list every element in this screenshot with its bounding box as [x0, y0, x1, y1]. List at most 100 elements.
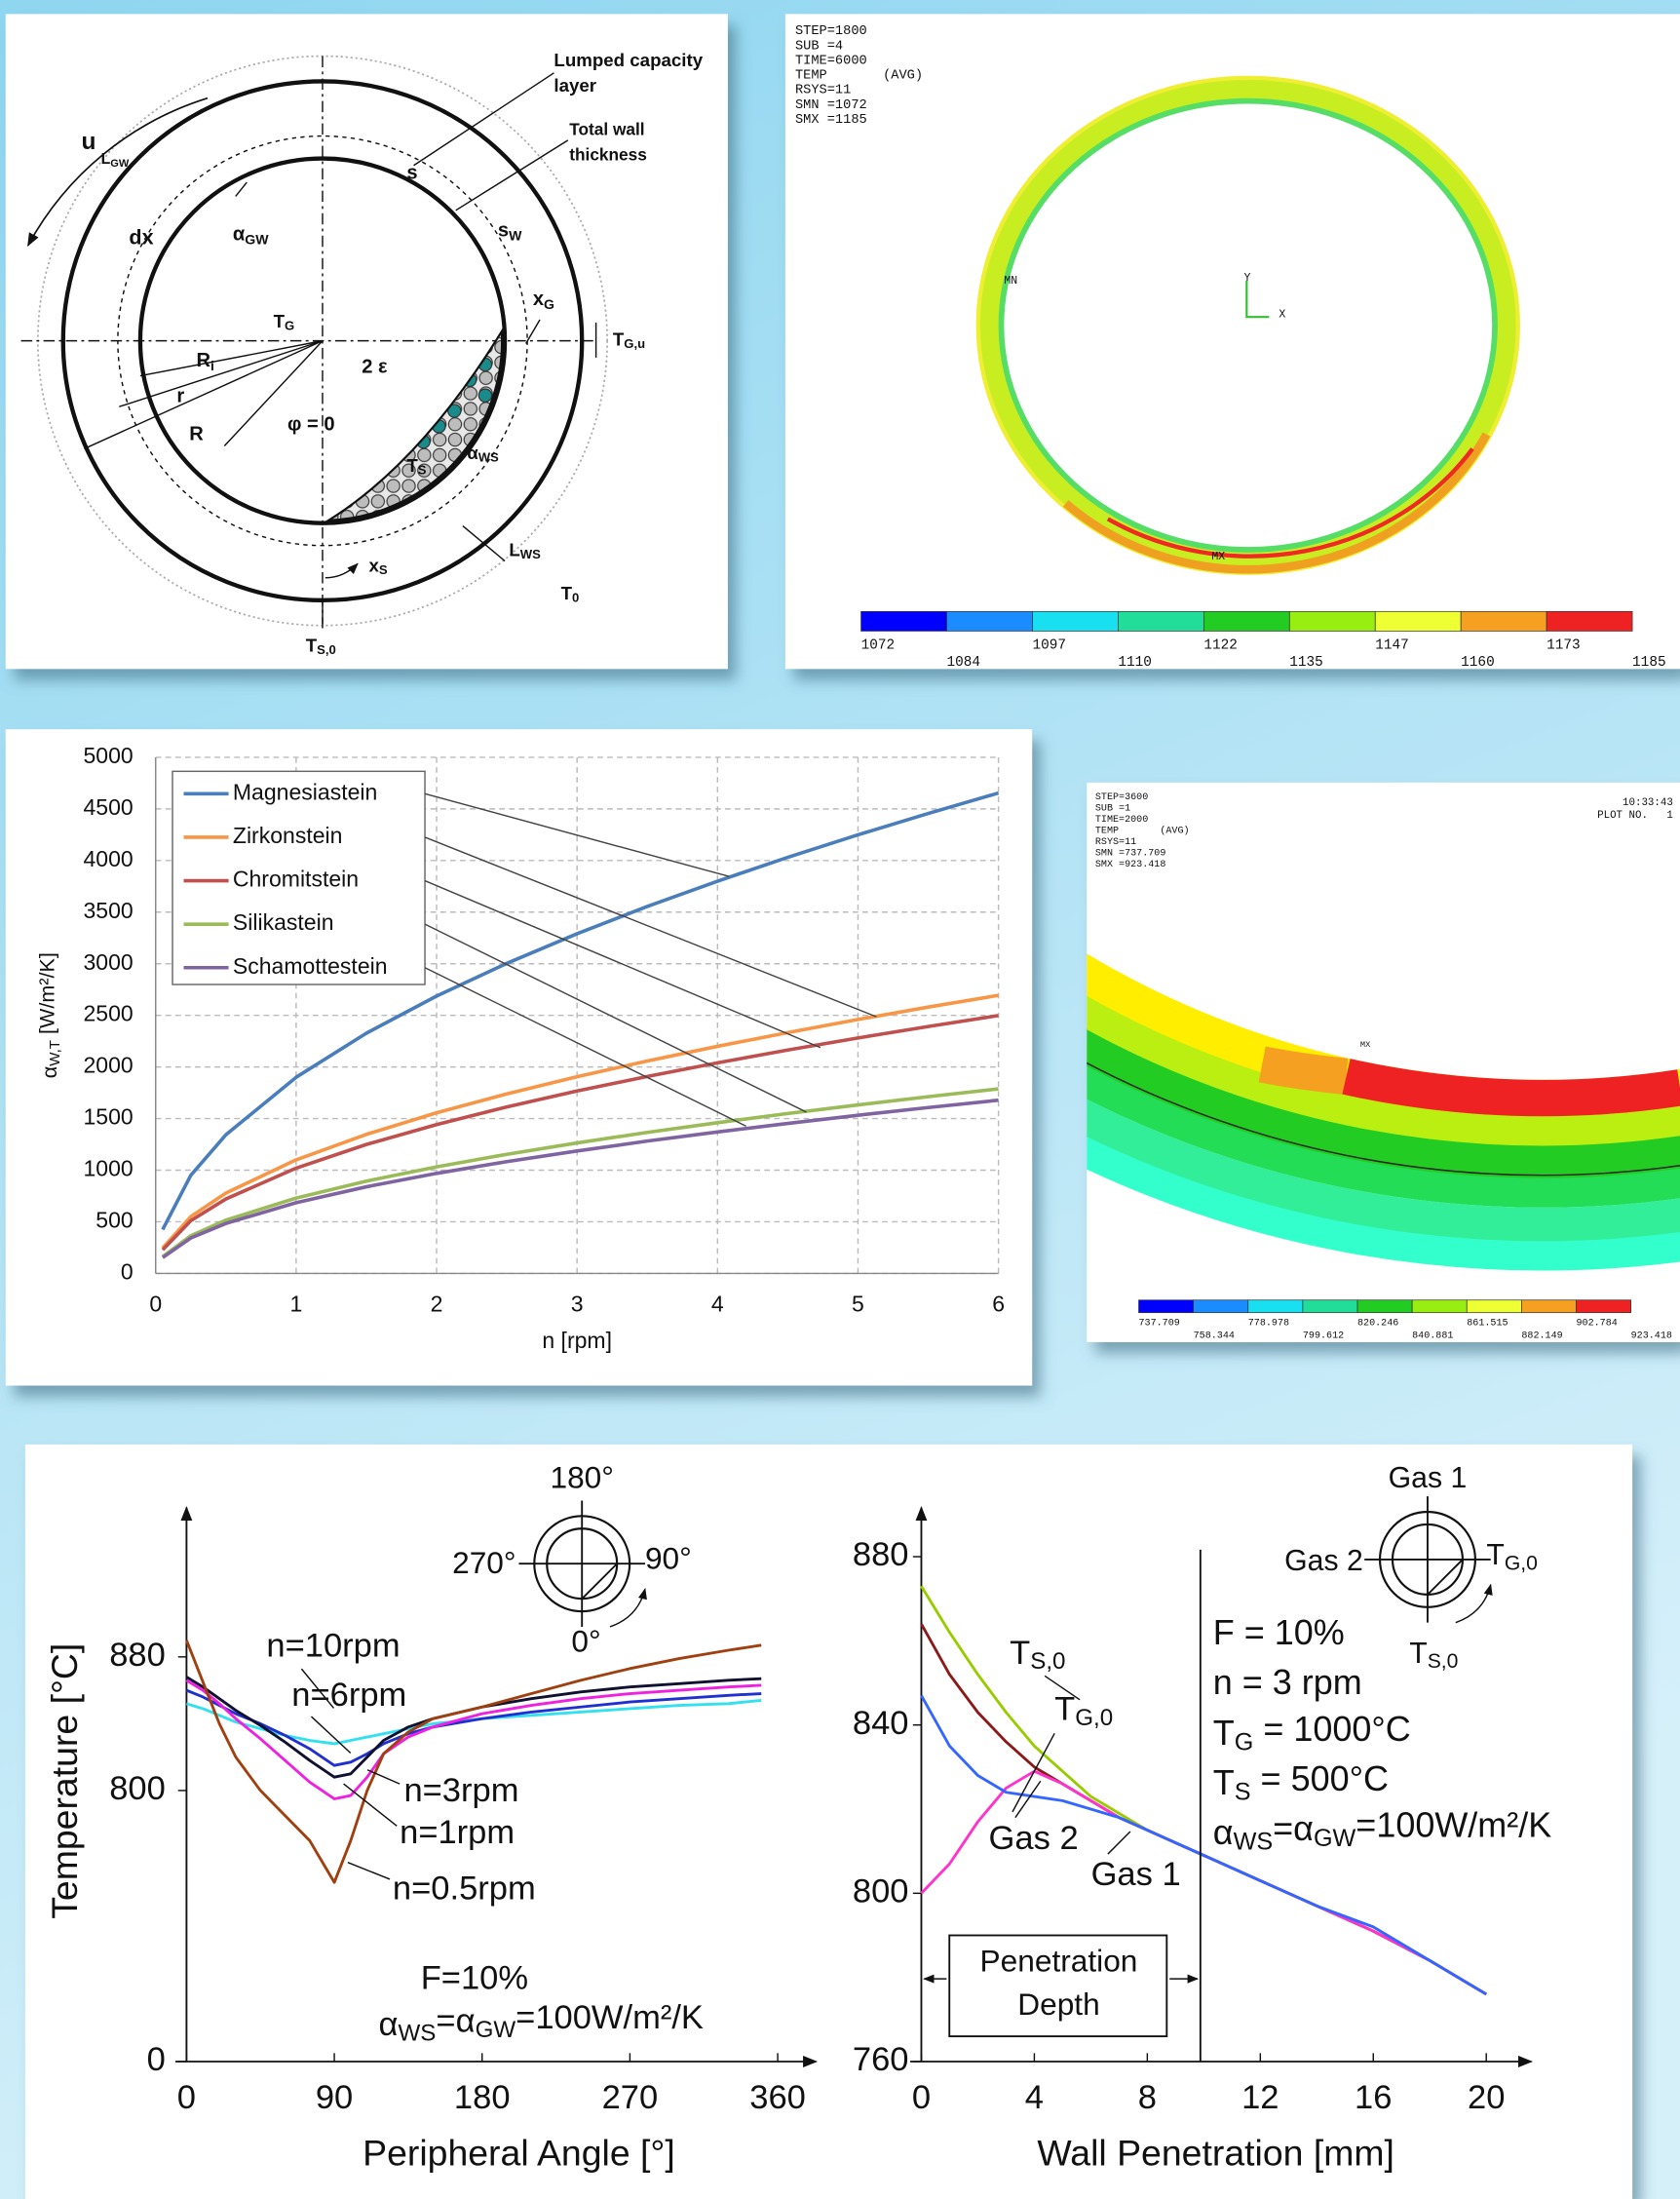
diagram-label: Lumped capacity — [554, 50, 703, 70]
y-tick-label: 5000 — [84, 743, 134, 768]
x-tick-label: 6 — [992, 1292, 1005, 1317]
inset-label: Gas 2 — [1284, 1545, 1363, 1577]
fem-arc — [1087, 953, 1680, 1271]
x-tick-label: 4 — [1025, 2079, 1044, 2116]
legend-label: Silikastein — [233, 909, 334, 935]
text-part: α — [1213, 1811, 1234, 1851]
text-part: GW — [110, 158, 130, 170]
text-part: G,0 — [1075, 1705, 1113, 1731]
text-part: T — [1054, 1690, 1075, 1727]
text-part: G — [285, 319, 294, 333]
colorbar-segment — [1118, 610, 1204, 632]
text-part: =α — [1273, 1808, 1314, 1848]
y-tick-label: 2000 — [84, 1053, 134, 1078]
leader-line — [300, 1668, 335, 1709]
text-part: =α — [436, 2003, 475, 2040]
fem-ring — [975, 75, 1520, 575]
colorbar-label: 923.418 — [1631, 1331, 1672, 1341]
colorbar-segment — [860, 610, 947, 632]
text-part: G — [544, 296, 554, 312]
y-tick-label: 2500 — [84, 1001, 134, 1026]
text-part: S — [379, 562, 388, 577]
text-part: T — [613, 329, 625, 350]
x-tick-label: 270 — [602, 2079, 659, 2116]
series-label: n=1rpm — [400, 1814, 515, 1851]
text-part: T — [1213, 1761, 1235, 1801]
series-line — [161, 1098, 999, 1259]
series-label: n=0.5rpm — [393, 1871, 536, 1908]
x-tick-label: 12 — [1241, 2079, 1279, 2116]
colorbar-label: 737.709 — [1139, 1318, 1180, 1329]
text-part: = 500°C — [1251, 1758, 1389, 1798]
text-part: α — [467, 443, 478, 463]
colorbar-label: 799.612 — [1303, 1331, 1344, 1341]
text-part: S,0 — [317, 642, 336, 657]
fem-header: TIME=2000 — [1095, 815, 1148, 826]
penetration-label: Depth — [1017, 1987, 1099, 2022]
x-tick-label: 90 — [316, 2079, 353, 2116]
diagram-label: Ri — [196, 351, 213, 373]
text-part: 0 — [572, 591, 579, 605]
inset-label: 270° — [452, 1545, 515, 1580]
x-tick-label: 0 — [149, 1292, 162, 1317]
text-part: G — [1235, 1728, 1254, 1755]
leader-line — [424, 792, 730, 877]
text-part: WS — [1234, 1828, 1274, 1855]
series-label: n=6rpm — [291, 1677, 406, 1714]
colorbar-label: 778.978 — [1248, 1318, 1289, 1329]
colorbar-segment — [1193, 1299, 1249, 1314]
x-tick-label: 20 — [1468, 2079, 1505, 2116]
diagram-label: LWS — [509, 539, 541, 561]
text-part: WS — [399, 2021, 437, 2047]
text-part: T — [1486, 1539, 1504, 1571]
fem-header: SMN =737.709 — [1095, 848, 1165, 859]
leader-line — [424, 923, 807, 1113]
colorbar-segment — [1466, 1299, 1522, 1314]
penetration-box — [948, 1934, 1168, 2038]
y-tick-label: 760 — [853, 2041, 909, 2078]
text-part: L — [509, 539, 519, 559]
text-part: S — [1235, 1778, 1251, 1805]
leaders — [84, 72, 597, 629]
colorbar-segment — [1247, 1299, 1304, 1314]
x-tick-label: 0 — [177, 2079, 196, 2116]
colorbar-segment — [1546, 610, 1633, 632]
leader-line — [1044, 1675, 1081, 1701]
y-tick-label: 800 — [109, 1770, 166, 1807]
y-tick-label: 880 — [109, 1637, 166, 1674]
colorbar-label: 1135 — [1289, 655, 1323, 671]
series-label: TG,0 — [1054, 1690, 1113, 1731]
series-label: n=3rpm — [403, 1772, 518, 1809]
annotation: αWS=αGW=100W/m²/K — [379, 1999, 704, 2047]
annotation: αWS=αGW=100W/m²/K — [1213, 1804, 1551, 1856]
fem-axis-label: X — [1279, 308, 1285, 321]
series-line — [185, 1678, 762, 1800]
leader-line — [424, 836, 877, 1018]
leader-line — [424, 879, 821, 1049]
text-part: W — [509, 227, 522, 243]
diagram-label: Total wall — [569, 119, 644, 138]
text-part: G,0 — [1505, 1552, 1538, 1574]
y-axis-label: Temperature [°C] — [44, 1643, 85, 1919]
colorbar-label: 882.149 — [1521, 1331, 1562, 1341]
leader-line — [347, 1862, 391, 1880]
diagram-label: αGW — [233, 224, 269, 247]
series-line — [161, 1087, 999, 1258]
diagram-label: thickness — [569, 144, 647, 164]
fem-marker: MN — [1004, 275, 1017, 288]
inset-label: 180° — [550, 1459, 613, 1494]
legend-label: Zirkonstein — [233, 823, 343, 848]
text-part: T — [1409, 1638, 1427, 1670]
text-part: T — [406, 455, 418, 476]
y-tick-label: 3000 — [84, 949, 134, 975]
fem-header: SMX =923.418 — [1095, 860, 1165, 870]
x-tick-label: 8 — [1138, 2079, 1157, 2116]
rotation-arrow — [1455, 1583, 1493, 1624]
diagram-label: R — [189, 423, 204, 444]
inset-label: 0° — [571, 1624, 600, 1659]
y-axis-label: αW,T [W/m²/K] — [34, 952, 63, 1078]
text-part: WS — [520, 547, 541, 561]
text-part: α — [233, 224, 246, 246]
fem-header: SUB =4 — [795, 39, 843, 54]
